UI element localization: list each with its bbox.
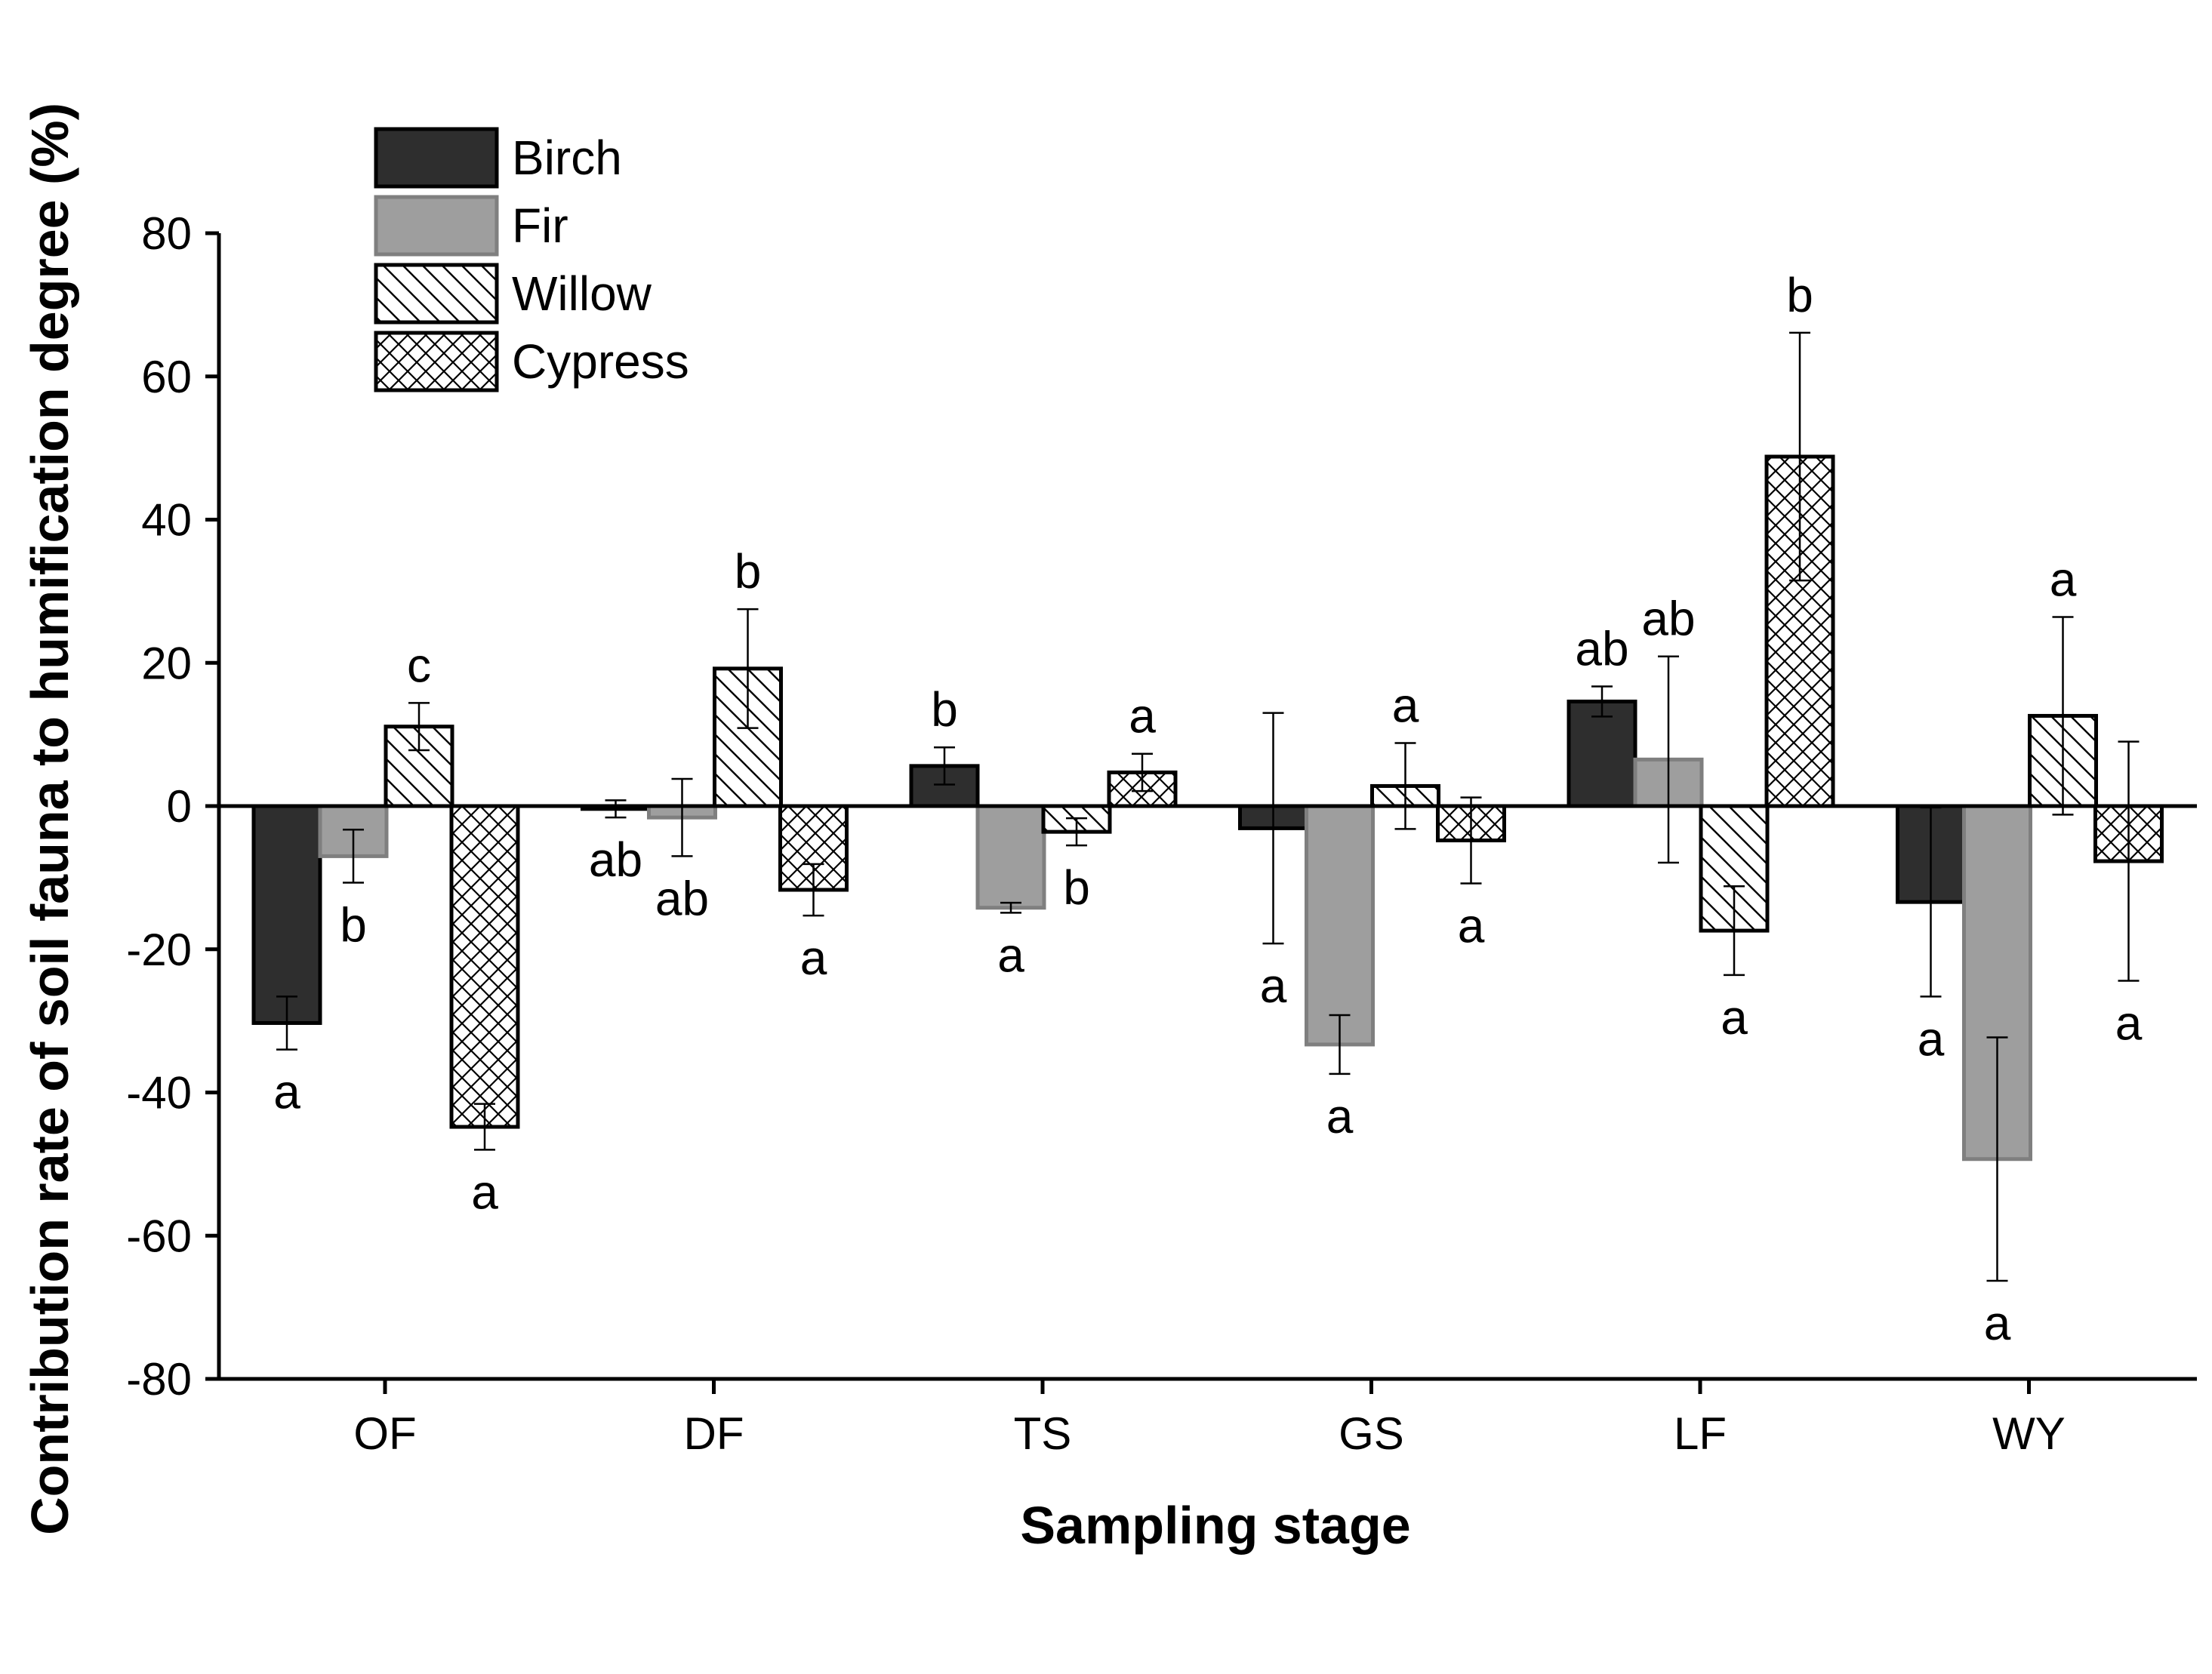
y-tick-label: 0	[167, 781, 192, 832]
y-tick-label: 20	[141, 638, 192, 688]
bar-cypress-of	[449, 804, 520, 1129]
sig-label-willow-lf: a	[1721, 990, 1748, 1045]
y-tick-label: -60	[126, 1211, 192, 1261]
error-bar-fir-gs	[1329, 1014, 1351, 1075]
legend-label-birch: Birch	[512, 131, 622, 185]
sig-label-willow-of: c	[407, 638, 431, 692]
sig-label-willow-gs: a	[1392, 679, 1419, 733]
error-bar-birch-wy	[1920, 806, 1942, 998]
y-tick-label: 40	[141, 495, 192, 546]
error-bar-fir-of	[343, 829, 364, 884]
sig-label-fir-lf: ab	[1641, 592, 1695, 646]
error-bar-fir-ts	[1000, 901, 1021, 914]
error-bar-willow-of	[408, 702, 430, 752]
legend-item-fir: Fir	[374, 195, 568, 257]
sig-label-fir-wy: a	[1984, 1296, 2011, 1350]
sig-label-cypress-wy: a	[2115, 995, 2143, 1050]
sig-label-cypress-ts: a	[1129, 689, 1156, 743]
sig-label-fir-df: ab	[655, 871, 709, 925]
error-bar-willow-gs	[1394, 742, 1416, 830]
bar-fir-gs	[1305, 804, 1375, 1047]
error-bar-fir-lf	[1658, 655, 1679, 864]
legend-label-cypress: Cypress	[512, 334, 689, 389]
x-axis-title: Sampling stage	[1020, 1496, 1410, 1555]
sig-label-birch-ts: b	[931, 682, 958, 737]
bar-birch-lf	[1567, 699, 1637, 808]
y-tick-label: 80	[141, 208, 192, 259]
error-bar-fir-df	[671, 777, 693, 857]
sig-label-birch-wy: a	[1918, 1011, 1945, 1066]
y-tick-label: 60	[141, 352, 192, 402]
x-tick-label: LF	[1674, 1408, 1727, 1459]
error-bar-cypress-lf	[1789, 331, 1810, 582]
error-bar-birch-gs	[1262, 712, 1284, 945]
error-bar-cypress-of	[474, 1103, 495, 1151]
error-bar-birch-ts	[934, 746, 955, 786]
sig-label-fir-of: b	[340, 898, 367, 952]
sig-label-willow-ts: b	[1063, 860, 1090, 915]
error-bar-birch-of	[276, 995, 297, 1051]
sig-label-willow-df: b	[735, 544, 762, 599]
x-tick-label: GS	[1339, 1408, 1404, 1459]
error-bar-willow-wy	[2052, 616, 2074, 816]
error-bar-cypress-df	[803, 863, 824, 917]
legend-label-fir: Fir	[512, 198, 568, 253]
bar-birch-of	[251, 804, 322, 1025]
error-bar-cypress-wy	[2118, 740, 2140, 982]
y-tick-label: -80	[126, 1354, 192, 1405]
x-tick-label: WY	[1992, 1408, 2066, 1459]
axes: 80 60 40 20 0 -20 -40 -60 -80 OF DF TS GS LF WY	[126, 208, 2197, 1459]
y-axis-title: Contribution rate of soil fauna to humif…	[20, 103, 79, 1535]
legend: Birch Fir Willow Cypress	[374, 127, 689, 392]
sig-label-cypress-lf: b	[1786, 268, 1813, 322]
error-bar-willow-df	[737, 608, 759, 729]
sig-label-birch-lf: ab	[1575, 622, 1628, 676]
x-tick-label: TS	[1014, 1408, 1072, 1459]
sig-label-cypress-gs: a	[1458, 898, 1485, 952]
sig-label-willow-wy: a	[2050, 552, 2077, 607]
sig-label-fir-gs: a	[1326, 1089, 1354, 1143]
error-bar-cypress-ts	[1132, 752, 1153, 792]
legend-swatch-fir	[374, 195, 499, 257]
x-tick-label: DF	[684, 1408, 744, 1459]
sig-label-cypress-of: a	[471, 1165, 498, 1219]
error-bar-fir-wy	[1986, 1036, 2008, 1282]
error-bar-cypress-gs	[1460, 796, 1482, 885]
sig-label-birch-gs: a	[1260, 959, 1287, 1013]
error-bar-willow-lf	[1724, 885, 1745, 977]
sig-label-birch-df: ab	[589, 832, 642, 887]
legend-label-willow: Willow	[512, 266, 652, 321]
error-bar-birch-lf	[1591, 685, 1613, 718]
legend-item-willow: Willow	[374, 263, 652, 325]
error-bar-willow-ts	[1066, 817, 1087, 847]
legend-swatch-willow	[374, 263, 499, 325]
bar-fir-ts	[975, 804, 1046, 910]
x-tick-label: OF	[353, 1408, 416, 1459]
y-tick-label: -40	[126, 1068, 192, 1119]
legend-item-birch: Birch	[374, 127, 622, 189]
legend-swatch-birch	[374, 127, 499, 189]
error-bar-birch-df	[605, 799, 627, 819]
legend-item-cypress: Cypress	[374, 331, 689, 392]
sig-label-cypress-df: a	[800, 931, 827, 985]
bar-willow-df	[713, 666, 783, 808]
legend-swatch-cypress	[374, 331, 499, 392]
y-tick-label: -20	[126, 925, 192, 975]
error-bars	[276, 331, 2140, 1282]
sig-label-birch-of: a	[273, 1065, 300, 1119]
sig-label-fir-ts: a	[997, 928, 1024, 982]
